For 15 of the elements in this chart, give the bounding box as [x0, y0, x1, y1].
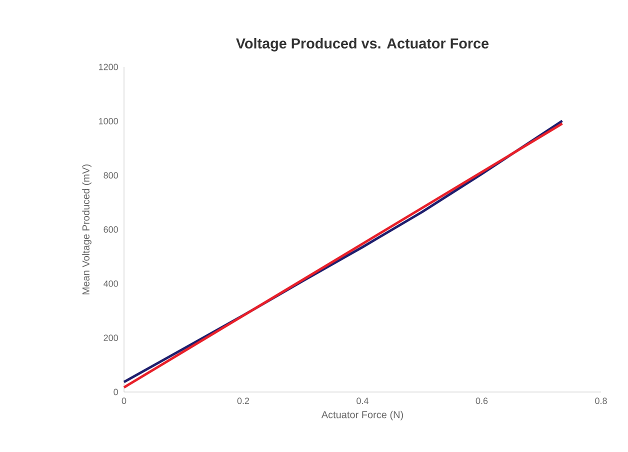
y-tick-label: 800 [104, 172, 118, 179]
x-tick-label: 0 [122, 398, 126, 404]
x-axis-title: Actuator Force (N) [321, 410, 403, 420]
x-tick-label: 0.8 [595, 398, 607, 404]
y-tick-label: 600 [104, 226, 118, 233]
y-axis-title: Mean Voltage Produced (mV) [82, 164, 92, 294]
x-tick-label: 0.2 [237, 398, 250, 404]
y-tick-label: 200 [104, 334, 118, 342]
y-tick-label: 400 [104, 280, 118, 287]
y-tick-label: 1000 [99, 118, 118, 124]
x-tick-label: 0.4 [356, 398, 368, 404]
x-tick-label: 0.6 [476, 398, 488, 404]
y-tick-label: 0 [114, 388, 118, 396]
y-tick-label: 1200 [99, 64, 118, 70]
chart-title: Voltage Produced vs. Actuator Force [236, 38, 489, 52]
